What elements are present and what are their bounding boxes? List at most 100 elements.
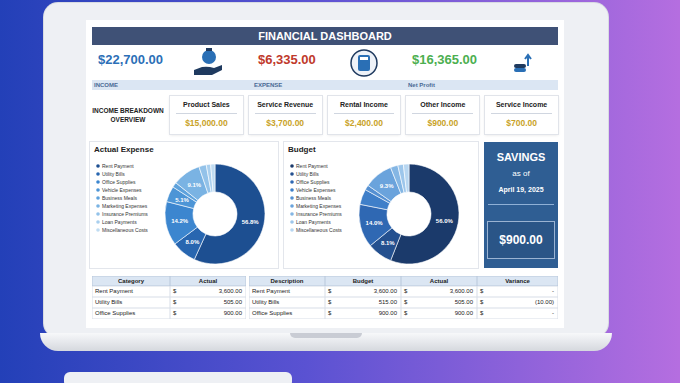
table-cell: $- bbox=[477, 286, 558, 297]
legend-swatch bbox=[290, 180, 294, 184]
icon-calculator-screen bbox=[360, 57, 368, 60]
cell-value: 515.00 bbox=[335, 297, 397, 308]
legend-swatch bbox=[290, 204, 294, 208]
breakdown-card: Rental Income$2,400.00 bbox=[328, 96, 401, 134]
legend-swatch bbox=[96, 220, 100, 224]
savings-title: SAVINGS bbox=[484, 150, 558, 164]
table-header-cell: Description bbox=[249, 276, 325, 286]
legend-label: Vehicle Expenses bbox=[296, 187, 336, 193]
card-rule bbox=[255, 113, 316, 114]
legend-swatch bbox=[290, 188, 294, 192]
cell-currency: $ bbox=[173, 308, 181, 319]
data-label: 8.1% bbox=[381, 240, 395, 246]
card-value: $15,000.00 bbox=[170, 116, 243, 130]
legend-swatch bbox=[96, 172, 100, 176]
data-label: 9.3% bbox=[380, 183, 394, 189]
table-cell: Office Supplies bbox=[92, 308, 170, 319]
table-cell: $515.00 bbox=[325, 297, 401, 308]
kpi-value: $6,335.00 bbox=[258, 50, 348, 70]
cell-value: - bbox=[487, 286, 554, 297]
cell-text: Utility Bills bbox=[95, 297, 169, 308]
cell-currency: $ bbox=[328, 286, 336, 297]
cell-currency: $ bbox=[404, 297, 412, 308]
pie-slice bbox=[403, 164, 409, 192]
legend-label: Insurance Premiums bbox=[102, 211, 148, 217]
table-cell: $(10.00) bbox=[477, 297, 558, 308]
legend-label: Loan Payments bbox=[102, 219, 137, 225]
data-label: 8.0% bbox=[186, 239, 200, 245]
legend-swatch bbox=[290, 220, 294, 224]
savings-value-box: $900.00 bbox=[488, 222, 554, 258]
column-header: Variance bbox=[477, 276, 558, 286]
breakdown-card: Service Revenue$3,700.00 bbox=[249, 96, 322, 134]
cell-currency: $ bbox=[173, 297, 181, 308]
card-rule bbox=[334, 113, 395, 114]
cell-value: (10.00) bbox=[487, 297, 554, 308]
icon-expense bbox=[350, 49, 378, 77]
savings-as-of: as of bbox=[484, 168, 558, 180]
savings-panel: SAVINGS as of April 19, 2025 $900.00 bbox=[484, 142, 558, 268]
table-cell: $900.00 bbox=[401, 308, 477, 319]
chart-title: Budget bbox=[288, 144, 388, 156]
icon-coin bbox=[514, 68, 526, 72]
card-value: $900.00 bbox=[406, 116, 479, 130]
pie-slice bbox=[194, 164, 265, 264]
card-rule bbox=[491, 113, 552, 114]
laptop-notch bbox=[290, 333, 362, 338]
pie-chart: Rent PaymentUtility BillsOffice Supplies… bbox=[284, 142, 478, 268]
kpi-label: EXPENSE bbox=[254, 80, 334, 90]
cell-value: 900.00 bbox=[411, 308, 473, 319]
table-header-cell: Category bbox=[92, 276, 170, 286]
table-cell: $900.00 bbox=[170, 308, 246, 319]
column-header: Actual bbox=[170, 276, 246, 286]
column-header: Budget bbox=[325, 276, 401, 286]
column-header: Actual bbox=[401, 276, 477, 286]
legend-swatch bbox=[290, 164, 294, 168]
card-label: Service Revenue bbox=[249, 99, 322, 111]
kpi-label: INCOME bbox=[94, 80, 174, 90]
table-header-cell: Actual bbox=[401, 276, 477, 286]
pie-chart: Rent PaymentUtility BillsOffice Supplies… bbox=[90, 142, 278, 268]
legend-swatch bbox=[96, 228, 100, 232]
icon-hand bbox=[194, 65, 222, 75]
breakdown-card: Other Income$900.00 bbox=[406, 96, 479, 134]
legend-swatch bbox=[290, 212, 294, 216]
pie-slice bbox=[211, 164, 215, 192]
savings-value: $900.00 bbox=[488, 222, 554, 258]
cell-currency: $ bbox=[328, 297, 336, 308]
legend-label: Marketing Expenses bbox=[296, 203, 342, 209]
cell-text: Office Supplies bbox=[252, 308, 324, 319]
breakdown-label-box: INCOME BREAKDOWN OVERVIEW bbox=[92, 96, 164, 134]
cell-currency: $ bbox=[480, 286, 488, 297]
data-label: 56.8% bbox=[242, 219, 260, 225]
legend-label: Miscellaneous Costs bbox=[296, 227, 342, 233]
legend-label: Loan Payments bbox=[296, 219, 331, 225]
cell-text: Office Supplies bbox=[95, 308, 169, 319]
table-cell: $3,600.00 bbox=[325, 286, 401, 297]
chart-title: Actual Expense bbox=[94, 144, 194, 156]
slices bbox=[165, 164, 265, 264]
table-cell: Office Supplies bbox=[249, 308, 325, 319]
cell-value: - bbox=[487, 308, 554, 319]
cell-text: Rent Payment bbox=[95, 286, 169, 297]
title: FINANCIAL DASHBOARD bbox=[92, 27, 558, 45]
pie-slice bbox=[391, 164, 459, 264]
second-laptop bbox=[64, 372, 292, 383]
cell-value: 3,600.00 bbox=[335, 286, 397, 297]
cell-currency: $ bbox=[404, 286, 412, 297]
table-cell: $- bbox=[477, 308, 558, 319]
slices bbox=[359, 164, 459, 264]
table-cell: $3,600.00 bbox=[170, 286, 246, 297]
legend-swatch bbox=[96, 204, 100, 208]
table-cell: Utility Bills bbox=[92, 297, 170, 308]
savings-date: April 19, 2025 bbox=[484, 184, 558, 196]
cell-value: 505.00 bbox=[411, 297, 473, 308]
screen: FINANCIAL DASHBOARD$22,700.00INCOME$6,33… bbox=[86, 20, 564, 328]
breakdown-title: INCOME BREAKDOWN OVERVIEW bbox=[92, 106, 164, 124]
cell-currency: $ bbox=[328, 308, 336, 319]
legend-swatch bbox=[96, 212, 100, 216]
cell-value: 900.00 bbox=[335, 308, 397, 319]
cell-currency: $ bbox=[480, 297, 488, 308]
data-label: 56.0% bbox=[436, 218, 454, 224]
legend: Rent PaymentUtility BillsOffice Supplies… bbox=[290, 163, 342, 233]
